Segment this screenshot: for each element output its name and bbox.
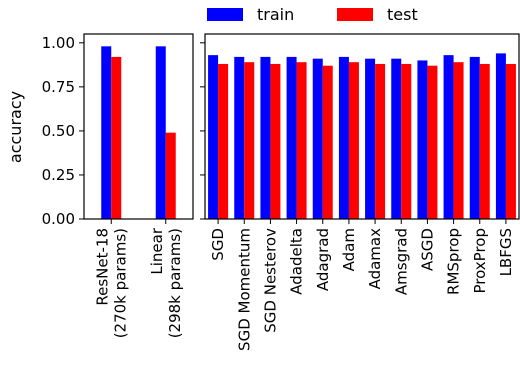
legend-swatch-test bbox=[337, 8, 373, 21]
bar-test bbox=[427, 65, 438, 220]
x-tick-label: Linear bbox=[148, 227, 166, 274]
bar-test bbox=[453, 62, 464, 219]
y-axis-label: accuracy bbox=[6, 91, 25, 163]
x-tick-label: LBFGS bbox=[497, 228, 515, 276]
legend-label-train: train bbox=[257, 5, 294, 24]
bar-test bbox=[270, 63, 281, 220]
bar-train bbox=[495, 53, 506, 219]
bar-test bbox=[218, 63, 229, 220]
x-tick-label: SGD Nesterov bbox=[261, 228, 279, 333]
legend-swatch-train bbox=[207, 8, 243, 21]
bar-test bbox=[401, 63, 412, 220]
x-tick-label: SGD bbox=[209, 228, 227, 261]
axes-frame bbox=[204, 33, 520, 220]
x-tick-label: RMSprop bbox=[445, 228, 463, 295]
x-tick-label: (270k params) bbox=[111, 228, 129, 338]
x-tick-label: Amsgrad bbox=[392, 228, 410, 295]
x-tick-label: (298k params) bbox=[166, 228, 184, 338]
x-tick-label: Adadelta bbox=[288, 228, 306, 295]
y-tick-label: 0.75 bbox=[42, 78, 75, 96]
bar-test bbox=[505, 63, 516, 220]
bar-train bbox=[234, 56, 245, 220]
bar-test bbox=[375, 63, 386, 220]
y-tick-label: 0.00 bbox=[42, 210, 75, 228]
bar-test bbox=[322, 65, 333, 220]
y-tick-label: 0.25 bbox=[42, 166, 75, 184]
bar-train bbox=[469, 56, 480, 220]
x-tick-label: ProxProp bbox=[471, 228, 489, 294]
panel-1: ResNet-18 (270k params) Linear (298k params… bbox=[42, 33, 194, 338]
x-tick-label: ResNet-18 bbox=[93, 228, 111, 306]
x-tick-label: Adagrad bbox=[314, 228, 332, 291]
x-tick-label: Adam bbox=[340, 228, 358, 271]
bar-train bbox=[312, 58, 323, 219]
x-tick-label: Adamax bbox=[366, 228, 384, 290]
y-tick-label: 1.00 bbox=[42, 34, 75, 52]
bar-train bbox=[101, 46, 112, 219]
bar-train bbox=[260, 56, 271, 220]
bar-train bbox=[365, 58, 376, 219]
y-tick-label: 0.50 bbox=[42, 122, 75, 140]
bar-test bbox=[165, 132, 176, 219]
axes-frame bbox=[83, 33, 194, 220]
legend-label-test: test bbox=[387, 5, 418, 24]
bar-train bbox=[155, 46, 166, 219]
bar-test bbox=[244, 62, 255, 219]
x-tick-label: ASGD bbox=[418, 228, 436, 271]
bar-train bbox=[208, 55, 219, 219]
bar-test bbox=[348, 62, 359, 219]
bar-train bbox=[338, 56, 349, 220]
x-tick-label: SGD Momentum bbox=[235, 228, 253, 351]
legend: train test bbox=[207, 5, 418, 24]
bar-train bbox=[443, 55, 454, 219]
bar-test bbox=[296, 62, 307, 219]
bar-train bbox=[391, 58, 402, 219]
bar-test bbox=[479, 63, 490, 220]
bar-train bbox=[417, 60, 428, 220]
bar-train bbox=[286, 56, 297, 220]
panel-2: SGD SGD Momentum SGD Nesterov Adadelta Adagr… bbox=[200, 33, 520, 351]
bar-test bbox=[111, 56, 122, 220]
